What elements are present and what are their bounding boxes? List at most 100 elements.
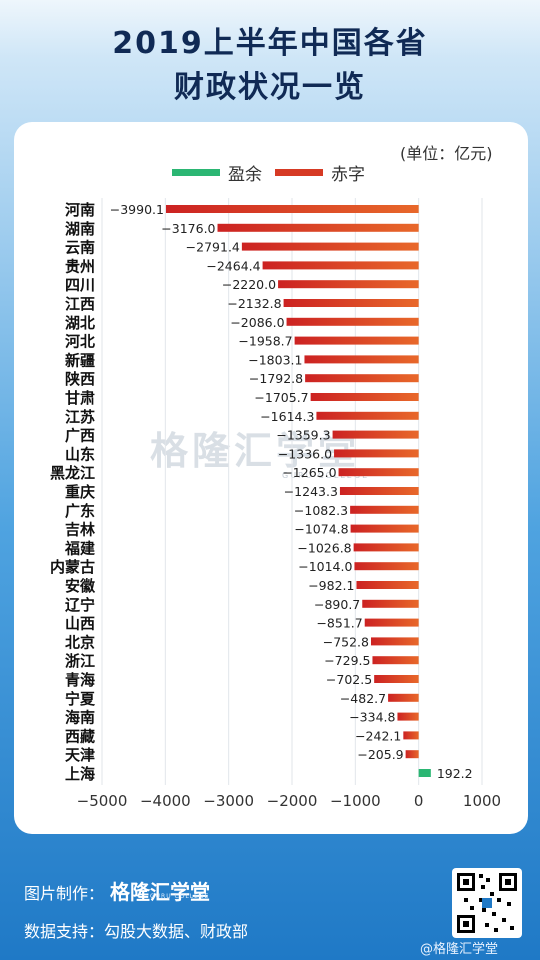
qr-code-pattern <box>457 873 517 933</box>
brand-sub: GURU COLLEGE <box>150 893 210 900</box>
bar <box>362 599 419 608</box>
category-label: 江西 <box>65 295 95 313</box>
category-label: 河南 <box>65 201 95 219</box>
legend-deficit-label: 赤字 <box>331 165 365 185</box>
chart-panel <box>14 122 528 834</box>
value-label: −1705.7 <box>254 390 308 405</box>
value-label: −242.1 <box>355 728 401 743</box>
value-label: −1336.0 <box>278 446 332 461</box>
value-label: −2220.0 <box>222 277 276 292</box>
value-label: −1265.0 <box>282 465 336 480</box>
value-label: −205.9 <box>357 747 403 762</box>
bar <box>403 731 419 740</box>
weibo-handle: @格隆汇学堂 <box>420 942 499 957</box>
value-label: −1359.3 <box>276 428 330 443</box>
watermark-sub: GURU COLLEGE <box>282 471 370 480</box>
category-label: 广东 <box>65 502 95 520</box>
value-label: −1014.0 <box>298 559 352 574</box>
category-label: 宁夏 <box>65 690 96 708</box>
bar <box>241 242 419 251</box>
x-tick-label: −2000 <box>267 792 318 810</box>
category-label: 重庆 <box>65 483 95 501</box>
value-label: −1243.3 <box>284 484 338 499</box>
category-label: 湖北 <box>65 314 95 332</box>
bar <box>350 505 419 514</box>
value-label: −3990.1 <box>110 202 164 217</box>
category-label: 甘肃 <box>65 389 95 407</box>
category-label: 北京 <box>65 633 95 651</box>
value-label: −982.1 <box>308 578 354 593</box>
value-label: −1074.8 <box>294 522 348 537</box>
bar <box>370 637 419 646</box>
bar <box>354 562 419 571</box>
x-tick-label: 0 <box>414 792 424 810</box>
bar <box>388 693 419 702</box>
category-label: 内蒙古 <box>50 558 95 576</box>
category-label: 安徽 <box>65 577 96 595</box>
category-label: 上海 <box>65 765 95 783</box>
value-label: −1958.7 <box>238 334 292 349</box>
category-label: 福建 <box>64 539 96 557</box>
qr-code <box>452 868 522 938</box>
value-label: −2464.4 <box>206 258 260 273</box>
unit-label: (单位：亿元) <box>400 144 493 163</box>
category-label: 四川 <box>65 276 95 294</box>
category-label: 河北 <box>65 333 95 351</box>
legend-deficit-swatch <box>275 169 323 176</box>
category-label: 山西 <box>65 615 95 633</box>
category-label: 陕西 <box>65 370 95 388</box>
category-label: 海南 <box>65 709 95 727</box>
bar <box>356 581 419 589</box>
bar <box>353 543 419 552</box>
bar <box>339 487 419 495</box>
bar <box>316 411 419 420</box>
bar <box>405 750 419 759</box>
legend-surplus: 盈余 <box>172 160 262 185</box>
page-title-line1: 2019上半年中国各省 <box>112 26 428 61</box>
bar <box>305 374 419 383</box>
bar <box>217 223 419 232</box>
bar <box>338 468 419 477</box>
watermark: 格隆汇学堂 <box>150 429 361 473</box>
value-label: −2132.8 <box>227 296 281 311</box>
value-label: 192.2 <box>437 766 473 781</box>
made-by: 图片制作： 格隆汇学堂 <box>24 876 210 905</box>
value-label: −2086.0 <box>230 315 284 330</box>
category-label: 辽宁 <box>65 596 95 614</box>
legend-surplus-swatch <box>172 169 220 176</box>
value-label: −729.5 <box>324 653 370 668</box>
value-label: −482.7 <box>340 691 386 706</box>
category-label: 山东 <box>65 445 95 463</box>
value-label: −1614.3 <box>260 409 314 424</box>
x-tick-label: −4000 <box>140 792 191 810</box>
category-label: 贵州 <box>65 257 95 275</box>
value-label: −702.5 <box>326 672 372 687</box>
bar <box>286 317 419 326</box>
bar <box>374 675 419 683</box>
value-label: −1082.3 <box>294 503 348 518</box>
bar <box>350 524 419 533</box>
category-label: 云南 <box>65 239 95 257</box>
category-label: 西藏 <box>65 727 95 745</box>
category-label: 广西 <box>65 427 95 445</box>
bar <box>372 656 419 665</box>
x-tick-label: −1000 <box>330 792 381 810</box>
bar <box>310 393 419 401</box>
value-label: −1803.1 <box>248 352 302 367</box>
value-label: −1026.8 <box>297 540 351 555</box>
category-label: 吉林 <box>65 521 96 539</box>
bar <box>364 618 419 627</box>
bar <box>334 449 419 458</box>
made-by-label: 图片制作： <box>24 884 105 903</box>
category-label: 浙江 <box>65 652 95 670</box>
x-tick-label: −5000 <box>77 792 128 810</box>
legend-deficit: 赤字 <box>275 160 365 185</box>
category-label: 天津 <box>65 746 95 764</box>
value-label: −2791.4 <box>186 240 240 255</box>
value-label: −851.7 <box>316 616 362 631</box>
value-label: −890.7 <box>314 597 360 612</box>
data-support: 数据支持：勾股大数据、财政部 <box>24 922 249 941</box>
page-title-line2: 财政状况一览 <box>174 70 366 105</box>
bar <box>397 712 419 721</box>
